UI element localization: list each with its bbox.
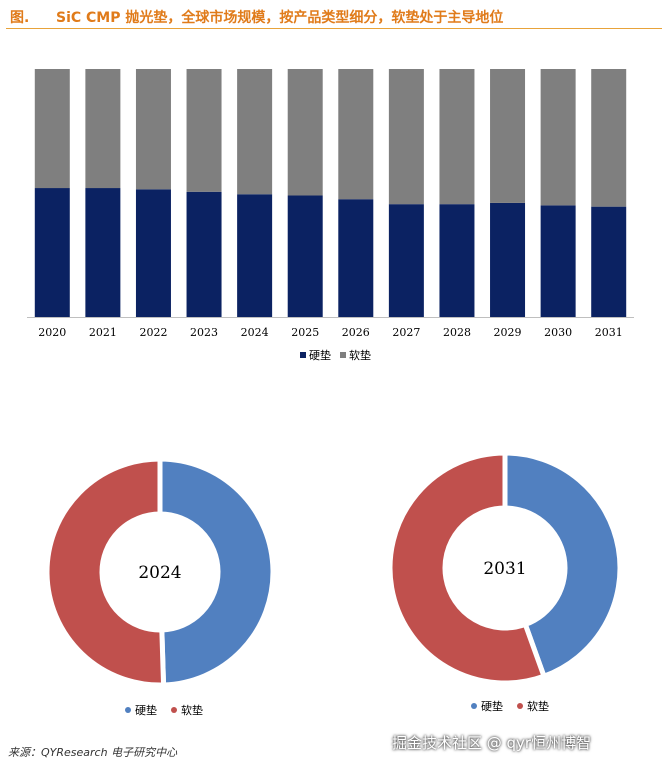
donut-2031-center-label: 2031: [483, 559, 526, 579]
legend-label-hard: 硬垫: [309, 348, 331, 362]
donut-2024-slice-hard: [157, 456, 276, 688]
bar-soft-2029: [490, 69, 526, 203]
bar-soft-2031: [591, 69, 627, 207]
bar-hard-2024: [237, 194, 273, 317]
x-tick-2028: 2028: [443, 326, 471, 339]
legend-swatch-soft: [340, 352, 346, 358]
bar-soft-2026: [338, 69, 374, 200]
bar-soft-2021: [85, 69, 121, 189]
x-tick-2021: 2021: [89, 326, 117, 339]
donut-2031-slice-hard: [502, 450, 623, 680]
figure-title: SiC CMP 抛光垫，全球市场规模，按产品类型细分，软垫处于主导地位: [56, 10, 504, 26]
donut-2031-legend-swatch-hard: [471, 703, 477, 709]
donut-2031-legend-label-soft: 软垫: [527, 699, 549, 713]
bar-soft-2025: [287, 69, 323, 196]
x-tick-2026: 2026: [342, 326, 370, 339]
bar-hard-2028: [439, 204, 475, 317]
bar-soft-2022: [135, 69, 171, 190]
donut-2024-legend-swatch-soft: [171, 707, 177, 713]
donut-2024-legend-label-soft: 软垫: [181, 703, 203, 717]
bar-soft-2028: [439, 69, 475, 205]
legend-label-soft: 软垫: [349, 348, 371, 362]
bar-hard-2022: [135, 189, 171, 317]
figure-title-bar: 图. SiC CMP 抛光垫，全球市场规模，按产品类型细分，软垫处于主导地位: [6, 4, 662, 29]
x-tick-2022: 2022: [139, 326, 167, 339]
bar-soft-2027: [388, 69, 424, 205]
bar-soft-2030: [540, 69, 576, 206]
bar-hard-2021: [85, 188, 121, 317]
x-tick-2027: 2027: [392, 326, 420, 339]
bar-soft-2023: [186, 69, 222, 192]
x-tick-2025: 2025: [291, 326, 319, 339]
bar-hard-2023: [186, 191, 222, 317]
donut-2024-center-label: 2024: [138, 563, 181, 583]
source-note: 来源：QYResearch 电子研究中心: [8, 746, 178, 759]
bar-hard-2027: [388, 204, 424, 317]
legend-swatch-hard: [300, 352, 306, 358]
donut-2031-slice-soft: [387, 450, 548, 686]
x-tick-2024: 2024: [241, 326, 269, 339]
bar-hard-2026: [338, 199, 374, 317]
bar-hard-2029: [490, 202, 526, 317]
x-tick-2020: 2020: [38, 326, 66, 339]
donut-2031-legend-label-hard: 硬垫: [481, 699, 503, 713]
bar-soft-2024: [237, 69, 273, 195]
donut-2024-legend-label-hard: 硬垫: [135, 703, 157, 717]
bar-hard-2025: [287, 195, 323, 317]
x-tick-2023: 2023: [190, 326, 218, 339]
x-tick-2029: 2029: [494, 326, 522, 339]
bar-hard-2030: [540, 205, 576, 317]
brand-watermark: 掘金技术社区 @ qyr恒州博智: [392, 734, 592, 752]
bar-hard-2031: [591, 206, 627, 317]
x-tick-2031: 2031: [595, 326, 623, 339]
donut-2031-legend-swatch-soft: [517, 703, 523, 709]
x-tick-2030: 2030: [544, 326, 572, 339]
figure-label: 图.: [10, 10, 30, 26]
bar-hard-2020: [34, 188, 70, 317]
donut-2024-legend-swatch-hard: [125, 707, 131, 713]
donut-2024-slice-soft: [44, 456, 167, 688]
bar-soft-2020: [34, 69, 70, 189]
